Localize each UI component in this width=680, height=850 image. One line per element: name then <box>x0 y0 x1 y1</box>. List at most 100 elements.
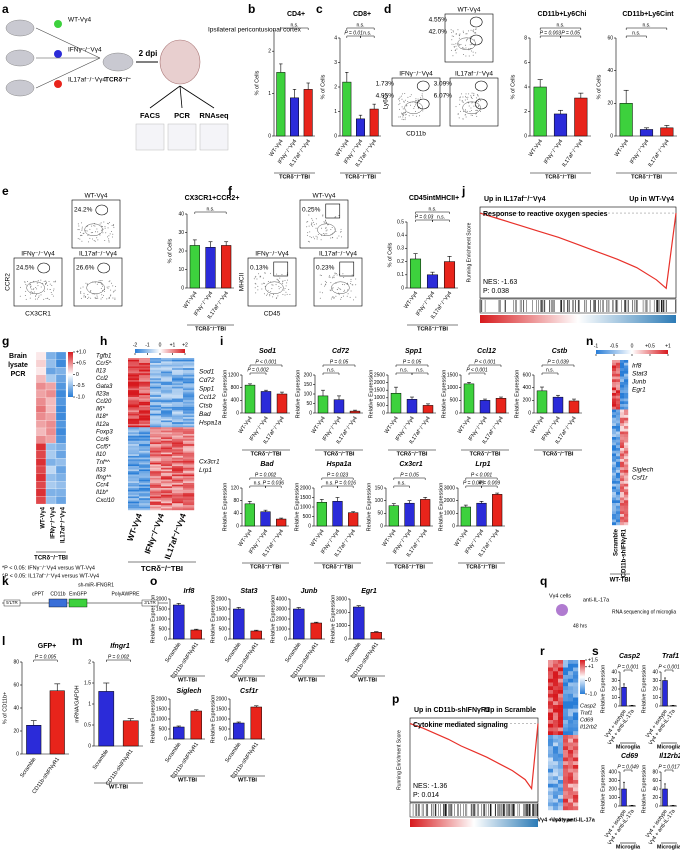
heatmap-cell <box>616 387 621 391</box>
heatmap-cell <box>161 418 173 421</box>
y-tick-label: 0 <box>528 410 531 416</box>
event <box>323 234 325 236</box>
event <box>87 293 89 295</box>
event <box>33 291 35 293</box>
heatmap-cell <box>161 423 173 426</box>
heatmap-cell <box>161 476 173 479</box>
heatmap-cell <box>55 481 67 489</box>
heatmap-cell <box>150 504 162 507</box>
heatmap-cell <box>128 398 140 401</box>
heatmap-cell <box>139 366 151 369</box>
column-label: IFNγ⁻/⁻Vγ4 <box>51 506 57 538</box>
heatmap-cell <box>172 363 184 365</box>
heatmap-cell <box>558 660 564 664</box>
heatmap-cell <box>55 359 67 368</box>
heatmap-cell <box>183 444 195 447</box>
event <box>97 231 99 233</box>
heatmap-cell <box>128 408 140 411</box>
event <box>100 229 102 231</box>
heatmap-cell <box>45 481 57 489</box>
heatmap-cell <box>161 388 173 391</box>
heatmap-cell <box>183 427 195 430</box>
heatmap-cell <box>620 368 625 372</box>
heatmap-cell <box>558 708 564 713</box>
heatmap-cell <box>161 435 173 438</box>
heatmap-cell <box>620 434 625 438</box>
event <box>102 285 104 287</box>
heatmap-cell <box>573 742 579 747</box>
heatmap-cell <box>172 430 184 433</box>
contour <box>86 281 105 295</box>
heatmap-cell <box>161 432 173 435</box>
gene-label: Il13 <box>96 369 106 375</box>
y-axis-label: % of Cells <box>167 238 173 263</box>
heatmap-cell <box>616 423 621 427</box>
heatmap-cell <box>612 398 617 402</box>
heatmap-cell <box>612 423 617 427</box>
event <box>458 43 460 45</box>
heatmap-cell <box>150 482 162 485</box>
event <box>471 44 473 46</box>
heatmap-cell <box>172 423 184 426</box>
significance: P = 0.01 <box>344 30 363 36</box>
y-tick-label: 0 <box>309 410 312 416</box>
heatmap-cell <box>150 469 162 472</box>
heatmap-cell <box>573 768 579 773</box>
event <box>100 280 102 282</box>
event <box>335 295 337 297</box>
event <box>36 298 38 300</box>
event <box>406 104 408 106</box>
heatmap-cell <box>161 471 173 474</box>
colorbar-label: +1 <box>665 343 671 349</box>
event <box>329 289 331 291</box>
heatmap-cell <box>612 489 617 493</box>
heatmap-cell <box>568 738 574 743</box>
y-axis-label: Running Enrichment Score <box>396 730 402 790</box>
heatmap-cell <box>139 363 151 365</box>
y-tick-label: 2000 <box>336 610 347 616</box>
heatmap-cell <box>161 488 173 490</box>
heatmap-cell <box>568 686 574 691</box>
event <box>476 105 478 107</box>
heatmap-cell <box>573 780 579 784</box>
y-tick-label: 80 <box>233 498 239 504</box>
y-tick-label: 0 <box>284 636 287 642</box>
y-tick-label: 4000 <box>276 596 287 602</box>
event <box>325 219 327 221</box>
event <box>399 108 401 110</box>
bracket <box>623 769 633 772</box>
heatmap-cell <box>128 482 140 485</box>
heatmap-cell <box>55 496 67 505</box>
event <box>320 239 322 241</box>
event <box>469 44 471 46</box>
heatmap-cell <box>620 494 625 498</box>
event <box>81 229 83 231</box>
event <box>412 114 414 116</box>
heatmap-cell <box>150 459 162 462</box>
heatmap-cell <box>128 425 140 428</box>
heatmap-cell <box>616 519 621 523</box>
heatmap-cell <box>128 496 140 499</box>
gene-label: Ifng*^ <box>96 475 111 481</box>
event <box>97 297 99 299</box>
heatmap-cell <box>548 690 554 694</box>
y-tick-label: 200 <box>609 786 618 792</box>
significance: n.s. <box>546 367 554 373</box>
significance: P = 0.05 <box>403 359 422 365</box>
event <box>400 95 402 97</box>
event <box>111 236 113 238</box>
event <box>254 287 256 289</box>
heatmap-cell <box>616 415 621 418</box>
y-tick-label: 1000 <box>447 385 458 391</box>
y-tick-label: 0 <box>524 133 527 139</box>
heatmap-cell <box>172 405 184 408</box>
heatmap-cell <box>45 397 57 406</box>
heatmap-cell <box>573 798 579 803</box>
heatmap-cell <box>573 678 579 683</box>
heatmap-cell <box>161 504 173 507</box>
heatmap-cell <box>548 783 554 788</box>
heatmap-cell <box>624 426 629 429</box>
heatmap-cell <box>172 457 184 460</box>
event <box>272 284 274 286</box>
panel-label: a <box>2 2 9 16</box>
